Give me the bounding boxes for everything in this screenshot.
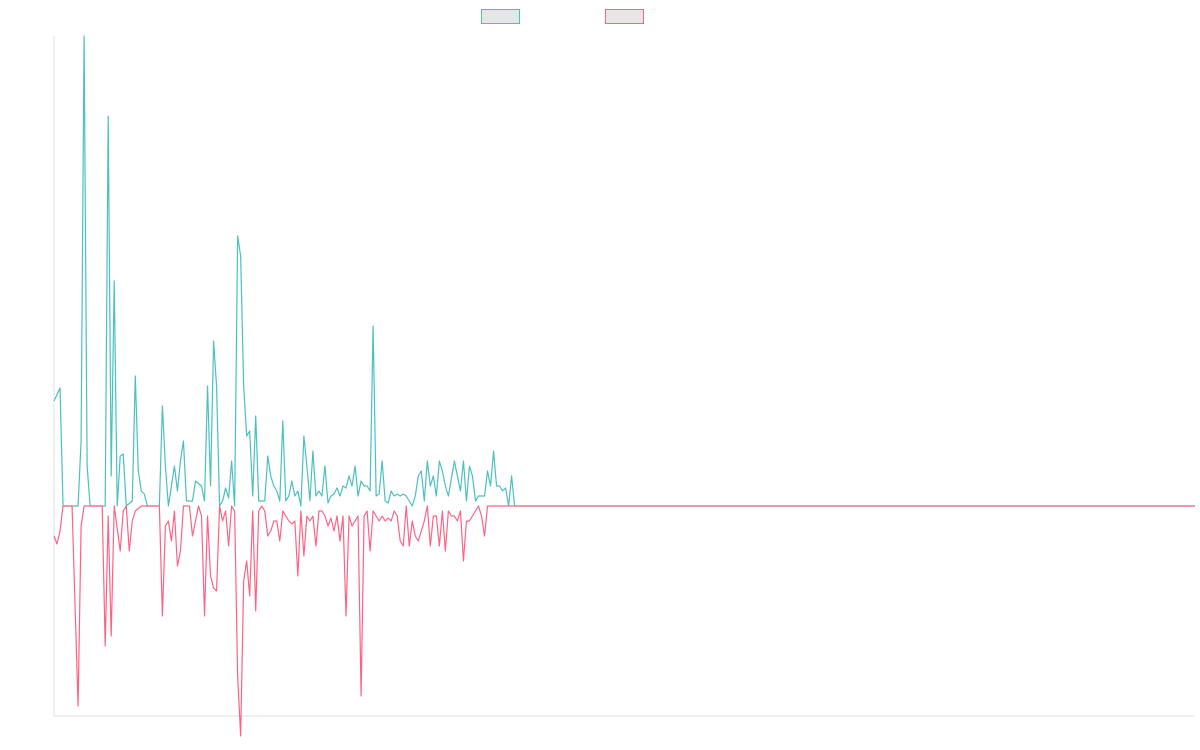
series-line-pink [53, 505, 1195, 737]
legend-swatch-pink[interactable] [605, 9, 644, 24]
legend-swatch-teal[interactable] [481, 9, 520, 24]
legend [0, 9, 1200, 27]
chart-axes [53, 36, 1195, 717]
chart-series [53, 35, 1195, 737]
series-line-teal [53, 35, 1195, 507]
